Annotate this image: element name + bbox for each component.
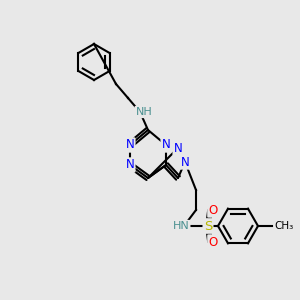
- Text: HN: HN: [172, 221, 189, 231]
- Text: NH: NH: [136, 107, 152, 117]
- Text: O: O: [208, 236, 217, 248]
- Text: N: N: [181, 155, 189, 169]
- Text: N: N: [126, 158, 134, 172]
- Text: S: S: [204, 220, 212, 232]
- Text: N: N: [126, 139, 134, 152]
- Text: O: O: [208, 203, 217, 217]
- Text: CH₃: CH₃: [274, 221, 293, 231]
- Text: N: N: [162, 139, 170, 152]
- Text: N: N: [174, 142, 182, 154]
